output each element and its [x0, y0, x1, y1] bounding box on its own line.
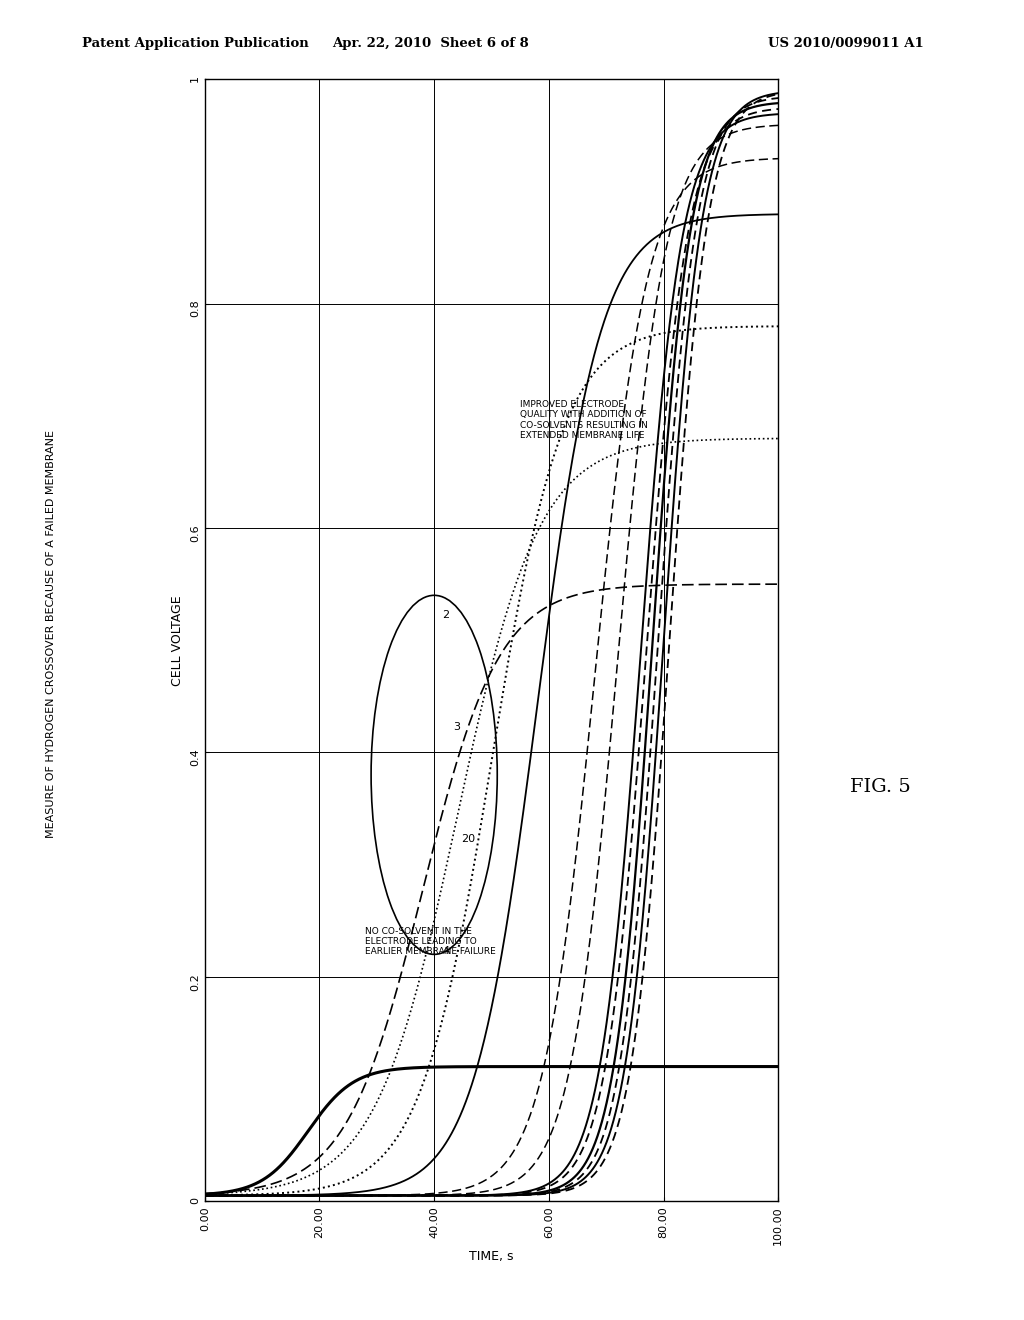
Text: IMPROVED ELECTRODE
QUALITY WITH ADDITION OF
CO-SOLVENTS RESULTING IN
EXTENDED ME: IMPROVED ELECTRODE QUALITY WITH ADDITION… [520, 400, 648, 441]
Text: US 2010/0099011 A1: US 2010/0099011 A1 [768, 37, 924, 50]
X-axis label: TIME, s: TIME, s [469, 1250, 514, 1263]
Y-axis label: CELL VOLTAGE: CELL VOLTAGE [171, 595, 184, 685]
Text: 3: 3 [454, 722, 461, 733]
Text: NO CO-SOLVENT IN THE
ELECTRODE LEADING TO
EARLIER MEMBRANE FAILURE: NO CO-SOLVENT IN THE ELECTRODE LEADING T… [366, 927, 496, 957]
Text: 20: 20 [462, 834, 475, 845]
Text: 4: 4 [442, 946, 450, 957]
Text: MEASURE OF HYDROGEN CROSSOVER BECAUSE OF A FAILED MEMBRANE: MEASURE OF HYDROGEN CROSSOVER BECAUSE OF… [46, 429, 56, 838]
Text: 2: 2 [442, 610, 450, 620]
Text: FIG. 5: FIG. 5 [850, 777, 910, 796]
Text: Apr. 22, 2010  Sheet 6 of 8: Apr. 22, 2010 Sheet 6 of 8 [332, 37, 528, 50]
Text: Patent Application Publication: Patent Application Publication [82, 37, 308, 50]
